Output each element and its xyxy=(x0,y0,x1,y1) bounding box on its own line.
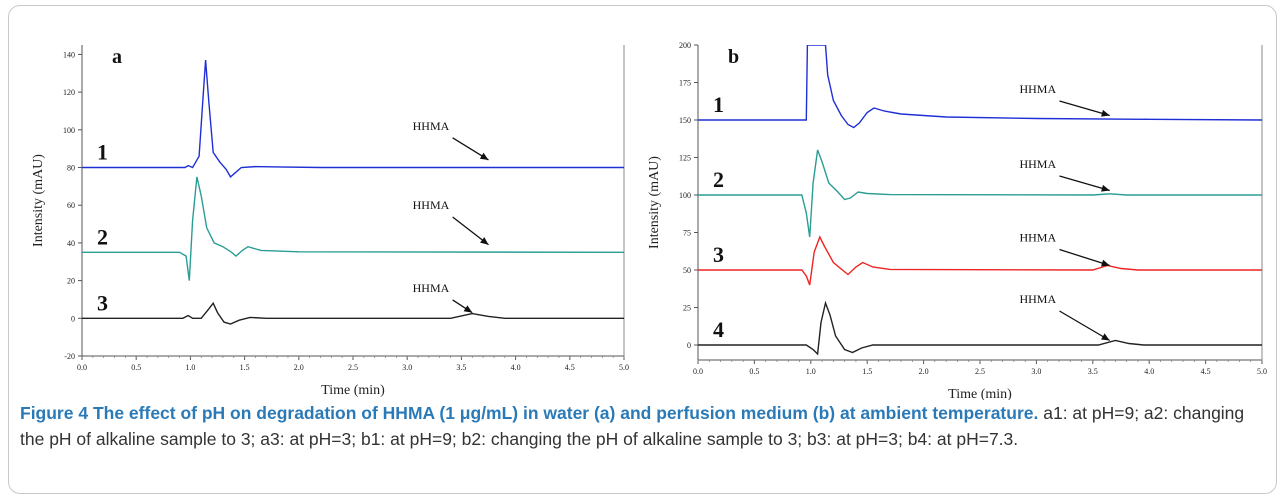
x-tick-label: 2.5 xyxy=(348,363,358,372)
x-tick-label: 1.5 xyxy=(862,367,872,376)
annotation-arrow-head xyxy=(480,237,489,245)
series-label-3: 3 xyxy=(713,242,724,267)
y-tick-label: 25 xyxy=(683,304,691,313)
x-tick-label: 3.0 xyxy=(1031,367,1041,376)
series-label-2: 2 xyxy=(97,224,108,249)
y-tick-label: 40 xyxy=(67,239,75,248)
annotation-arrow-line xyxy=(1059,175,1110,192)
hhma-annotation: HHMA xyxy=(413,119,450,133)
annotation-arrow-head xyxy=(463,305,473,313)
x-tick-label: 2.0 xyxy=(919,367,929,376)
panel-label: b xyxy=(728,46,739,68)
x-tick-label: 2.5 xyxy=(975,367,985,376)
series-line-2 xyxy=(82,176,624,281)
series-label-2: 2 xyxy=(713,167,724,192)
y-axis-label: Intensity (mAU) xyxy=(31,154,46,247)
x-tick-label: 4.5 xyxy=(565,363,575,372)
annotation-arrow-line xyxy=(1059,100,1110,117)
x-tick-label: 3.0 xyxy=(402,363,412,372)
chart-panel-b: 0.0 0.5 1.0 1.5 2.0 2.5 3.0 3.5 4.0 4.5 5.0 0 25 50 75… xyxy=(647,41,1267,400)
series-line-1 xyxy=(82,60,624,178)
x-tick-label: 3.5 xyxy=(456,363,466,372)
annotation-arrow-head xyxy=(1101,259,1110,267)
y-tick-label: 100 xyxy=(679,191,691,200)
y-tick-label: 150 xyxy=(679,116,691,125)
x-tick-label: 0.5 xyxy=(749,367,759,376)
x-tick-label: 2.0 xyxy=(294,363,304,372)
y-tick-label: 60 xyxy=(67,201,75,210)
hhma-annotation: HHMA xyxy=(413,281,450,295)
x-tick-label: 3.5 xyxy=(1088,367,1098,376)
y-tick-label: 175 xyxy=(679,79,691,88)
annotation-arrow-head xyxy=(1101,333,1110,341)
x-tick-label: 5.0 xyxy=(619,363,629,372)
series-line-3 xyxy=(698,235,1262,286)
annotation-arrow-head xyxy=(479,152,489,160)
series-line-1 xyxy=(698,45,1262,129)
hhma-annotation: HHMA xyxy=(1019,292,1056,306)
y-tick-label: -20 xyxy=(64,352,75,361)
x-tick-label: 1.5 xyxy=(240,363,250,372)
y-tick-label: 120 xyxy=(63,88,75,97)
caption-title: The effect of pH on degradation of HHMA … xyxy=(92,403,1039,423)
hhma-annotation: HHMA xyxy=(1019,231,1056,245)
x-tick-label: 4.5 xyxy=(1201,367,1211,376)
series-line-3 xyxy=(82,301,624,325)
hhma-annotation: HHMA xyxy=(1019,82,1056,96)
x-tick-label: 1.0 xyxy=(806,367,816,376)
x-tick-label: 0.0 xyxy=(77,363,87,372)
annotation-arrow-line xyxy=(1059,310,1111,342)
x-tick-label: 0.0 xyxy=(693,367,703,376)
series-label-4: 4 xyxy=(713,317,724,342)
annotation-arrow-head xyxy=(1101,109,1110,117)
y-tick-label: 50 xyxy=(683,266,691,275)
x-axis-label: Time (min) xyxy=(321,383,385,398)
annotation-arrow-line xyxy=(1059,248,1110,267)
x-tick-label: 4.0 xyxy=(511,363,521,372)
series-label-3: 3 xyxy=(97,290,108,315)
y-tick-label: 0 xyxy=(71,314,75,323)
y-tick-label: 125 xyxy=(679,154,691,163)
y-tick-label: 140 xyxy=(63,50,75,59)
series-label-1: 1 xyxy=(713,92,724,117)
y-tick-label: 75 xyxy=(683,229,691,238)
y-tick-label: 20 xyxy=(67,277,75,286)
figure-caption: Figure 4 The effect of pH on degradation… xyxy=(20,400,1260,452)
caption-label: Figure 4 xyxy=(20,403,89,423)
annotation-arrow-head xyxy=(1101,184,1110,192)
figure-frame xyxy=(8,5,1277,494)
y-tick-label: 80 xyxy=(67,164,75,173)
caption-text: a1: at pH=9; a2: changing the pH of alka… xyxy=(20,403,1245,449)
y-tick-label: 0 xyxy=(687,341,691,350)
x-tick-label: 4.0 xyxy=(1144,367,1154,376)
series-line-4 xyxy=(698,300,1262,356)
x-tick-label: 0.5 xyxy=(131,363,141,372)
panel-label: a xyxy=(112,46,122,68)
x-tick-label: 5.0 xyxy=(1257,367,1267,376)
y-axis-label: Intensity (mAU) xyxy=(647,156,662,249)
series-line-2 xyxy=(698,149,1262,238)
y-tick-label: 200 xyxy=(679,41,691,50)
chart-panel-a: 0.0 0.5 1.0 1.5 2.0 2.5 3.0 3.5 4.0 4.5 5.0 -20 0 20 4… xyxy=(31,45,629,398)
hhma-annotation: HHMA xyxy=(413,198,450,212)
y-tick-label: 100 xyxy=(63,126,75,135)
x-axis-label: Time (min) xyxy=(948,387,1012,400)
hhma-annotation: HHMA xyxy=(1019,157,1056,171)
x-tick-label: 1.0 xyxy=(185,363,195,372)
series-label-1: 1 xyxy=(97,140,108,165)
